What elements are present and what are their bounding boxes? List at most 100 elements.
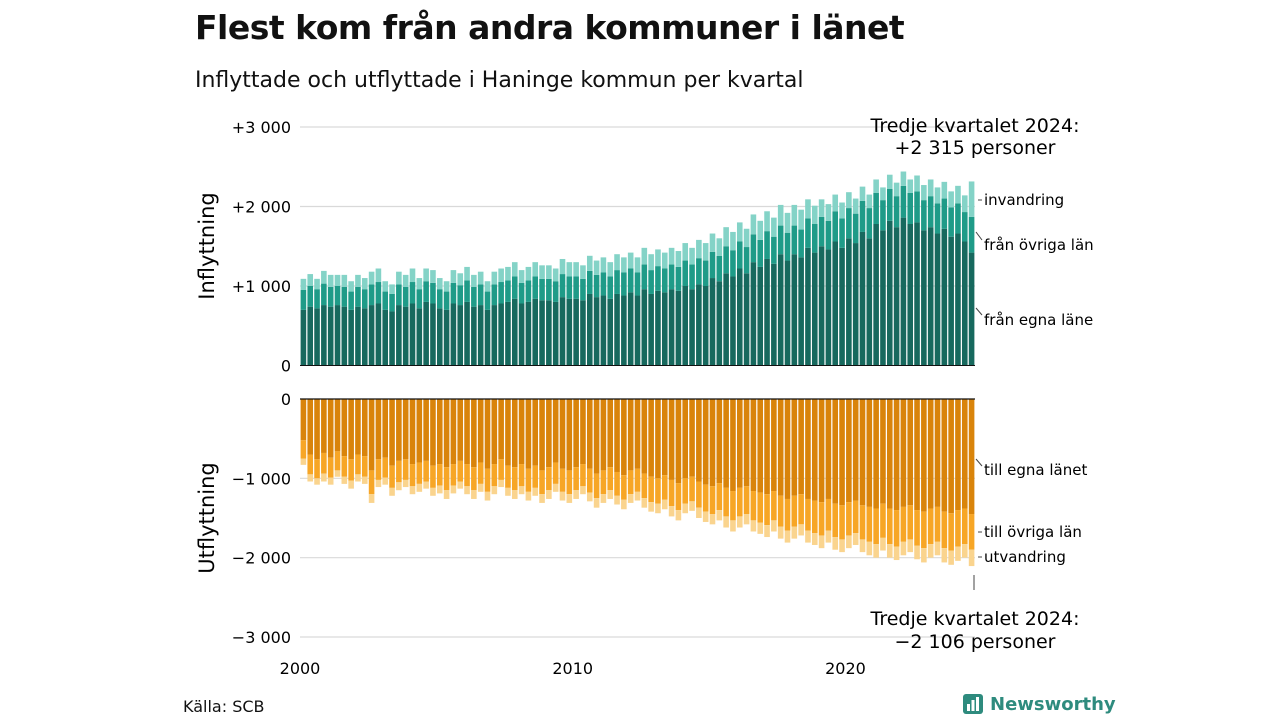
- inflow-bar: [600, 295, 607, 366]
- y-tick-label-bottom: 0: [281, 390, 291, 409]
- ylabel-inflow: Inflyttning: [195, 192, 219, 299]
- inflow-bar: [389, 293, 395, 312]
- inflow-bar: [539, 278, 545, 301]
- series-label-till-egna-lanet: till egna länet: [975, 458, 1087, 479]
- inflow-bar: [546, 265, 552, 279]
- outflow-bar: [791, 399, 798, 496]
- inflow-bar: [791, 204, 798, 226]
- inflow-bar: [621, 272, 627, 296]
- outflow-bar: [791, 526, 798, 539]
- inflow-bar: [450, 282, 457, 304]
- inflow-bar: [436, 278, 443, 290]
- inflow-bar: [811, 205, 818, 224]
- inflow-bar: [859, 231, 866, 366]
- inflow-bar: [327, 306, 334, 366]
- outflow-bar: [409, 486, 416, 495]
- outflow-bar: [307, 474, 314, 482]
- inflow-bar: [368, 271, 375, 285]
- inflow-bar: [750, 262, 757, 366]
- outflow-bar: [668, 506, 675, 517]
- outflow-bars: [300, 399, 975, 567]
- outflow-bar: [402, 459, 409, 480]
- outflow-bar: [661, 499, 668, 510]
- outflow-bar: [893, 510, 900, 547]
- inflow-bar: [477, 305, 484, 366]
- source-note: Källa: SCB: [183, 697, 265, 716]
- y-tick-label-top: +2 000: [232, 198, 291, 217]
- outflow-bar: [873, 508, 879, 545]
- outflow-bar: [961, 508, 968, 545]
- inflow-bar: [423, 268, 429, 282]
- outflow-bar: [777, 399, 784, 496]
- outflow-bar: [327, 457, 334, 478]
- outflow-bar: [886, 544, 893, 558]
- outflow-bar: [423, 481, 429, 489]
- outflow-bar: [546, 490, 552, 499]
- outflow-bar: [846, 502, 852, 536]
- outflow-bar: [805, 399, 811, 499]
- brand-logo[interactable]: Newsworthy: [962, 693, 1116, 715]
- inflow-bar: [886, 220, 893, 366]
- outflow-bar: [464, 464, 470, 487]
- inflow-bar: [771, 236, 777, 264]
- outflow-bar: [627, 494, 634, 503]
- svg-text:till egna länet: till egna länet: [984, 461, 1087, 479]
- outflow-bar: [634, 491, 641, 501]
- inflow-bar: [307, 286, 314, 307]
- outflow-bar: [668, 399, 675, 480]
- outflow-bar: [361, 399, 368, 457]
- inflow-bar: [696, 239, 702, 259]
- outflow-bar: [518, 399, 525, 465]
- outflow-bar: [471, 399, 477, 468]
- inflow-bar: [655, 249, 661, 267]
- inflow-bar: [409, 282, 416, 304]
- outflow-bar: [593, 399, 600, 474]
- inflow-bar: [846, 208, 852, 239]
- outflow-bar: [532, 487, 539, 496]
- inflow-bar: [811, 252, 818, 366]
- inflow-bar: [621, 295, 627, 366]
- outflow-bar: [730, 520, 736, 532]
- outflow-bar: [914, 510, 920, 546]
- inflow-bar: [614, 270, 620, 294]
- inflow-bar: [955, 233, 961, 366]
- inflow-bar: [498, 282, 504, 304]
- outflow-bar: [941, 511, 948, 549]
- outflow-bar: [859, 505, 866, 540]
- outflow-bar: [471, 490, 477, 499]
- outflow-bar: [300, 458, 307, 465]
- outflow-bar: [382, 477, 389, 485]
- inflow-bar: [948, 191, 954, 208]
- outflow-bar: [573, 399, 579, 468]
- inflow-bar: [702, 243, 709, 261]
- outflow-bar: [477, 399, 484, 463]
- outflow-bar: [948, 399, 954, 514]
- outflow-bar: [743, 486, 750, 515]
- inflow-bar: [852, 198, 859, 214]
- outflow-bar: [811, 500, 818, 534]
- outflow-bar: [757, 492, 764, 523]
- outflow-bar: [491, 399, 498, 465]
- chart-subtitle: Inflyttade och utflyttade i Haninge komm…: [195, 68, 804, 93]
- inflow-bar: [859, 186, 866, 201]
- outflow-bar: [784, 530, 791, 543]
- inflow-bar: [702, 286, 709, 366]
- outflow-bar: [900, 506, 907, 542]
- inflow-bar: [505, 301, 511, 366]
- outflow-bar: [825, 399, 832, 499]
- outflow-bar: [389, 465, 395, 488]
- outflow-bar: [880, 399, 886, 504]
- outflow-bar: [361, 456, 368, 477]
- inflow-bar: [900, 217, 907, 366]
- outflow-bar: [961, 399, 968, 509]
- inflow-bar: [607, 276, 614, 299]
- inflow-bar: [886, 174, 893, 190]
- inflow-bar: [682, 243, 689, 261]
- outflow-bar: [355, 454, 361, 475]
- outflow-bar: [566, 399, 573, 471]
- outflow-bar: [771, 520, 777, 532]
- inflow-bar: [300, 278, 307, 290]
- inflow-bar: [334, 305, 341, 366]
- inflow-bar: [457, 285, 464, 306]
- outflow-bar: [621, 475, 627, 500]
